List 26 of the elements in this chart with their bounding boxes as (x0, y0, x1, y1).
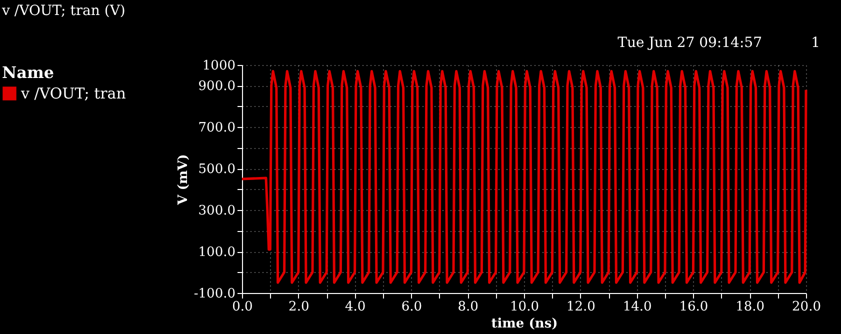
x-tick-label: 14.0 (622, 300, 652, 314)
line-series (240, 70, 808, 284)
x-tick-label: 8.0 (458, 300, 478, 314)
x-tick-label: 18.0 (736, 300, 765, 314)
y-tick-label: 100.0 (198, 245, 236, 260)
legend-title: Name (2, 63, 54, 82)
x-tick-label: 4.0 (344, 300, 366, 314)
y-tick-label: -100.0 (194, 286, 236, 302)
y-tick-label: 300.0 (198, 204, 236, 219)
y-tick-label: 700.0 (198, 120, 236, 136)
text: v /VOUT; tran (V) (1, 3, 126, 19)
x-tick-label: 0.0 (232, 300, 253, 314)
y-tick-label: 1000 (202, 58, 236, 74)
text: Tue Jun 27 09:14:57 (618, 35, 762, 51)
x-tick-label: 2.0 (288, 300, 310, 314)
legend-label: v /VOUT; tran (20, 84, 126, 102)
x-tick-label: 6.0 (401, 300, 422, 314)
x-tick-label: 20.0 (792, 300, 821, 314)
y-tick-label: 500.0 (198, 162, 236, 178)
x-axis-title: time (ns) (491, 316, 558, 332)
x-tick-label: 16.0 (679, 300, 708, 314)
y-axis-title: V (mV) (176, 154, 191, 206)
x-tick-label: 10.0 (510, 300, 539, 314)
text: 1 (811, 35, 820, 51)
y-tick-label: 900.0 (198, 79, 236, 94)
x-tick-label: 12.0 (566, 300, 596, 314)
